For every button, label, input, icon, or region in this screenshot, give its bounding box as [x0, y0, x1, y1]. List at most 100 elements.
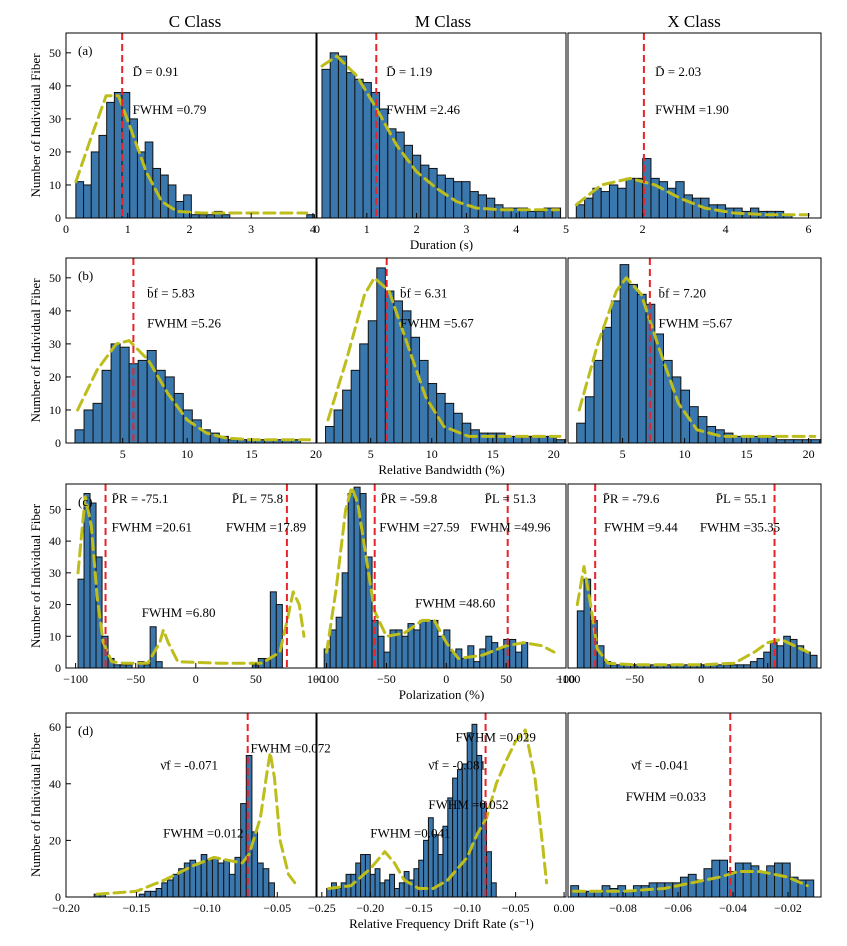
- histogram-bar: [766, 865, 776, 897]
- y-tick-label: 20: [49, 370, 61, 384]
- axes-frame: [567, 257, 822, 444]
- y-tick-label: 30: [49, 566, 61, 580]
- histogram-bar: [679, 876, 689, 897]
- panel-2-1: −100 −50 0 50 100 P̄R = -59.8 P̄L = 51.3 FWHM =…: [314, 483, 575, 702]
- histogram-bar: [756, 657, 765, 668]
- histogram-bar: [600, 191, 610, 218]
- fwhm-right-label: FWHM =0.072: [251, 741, 331, 756]
- histogram-bar: [490, 882, 497, 897]
- histogram-bar: [719, 859, 728, 897]
- x-tick-label: 50: [762, 672, 774, 686]
- histogram-bar: [535, 210, 545, 218]
- panel-0-2: 2 4 6 D̄ = 2.03 FWHM =1.90: [567, 32, 822, 236]
- x-tick-label: −0.10: [193, 901, 221, 915]
- fwhm-left-label: FWHM =0.012: [163, 826, 243, 841]
- histogram-bar: [418, 859, 425, 897]
- histogram-bar: [341, 572, 349, 668]
- histogram-bar: [410, 336, 421, 443]
- histogram-bar: [167, 184, 177, 218]
- fit-curve: [326, 276, 562, 438]
- histogram-bar: [428, 167, 438, 218]
- y-tick-label: 40: [49, 304, 61, 318]
- histogram-bar: [425, 619, 433, 668]
- histogram-bar: [182, 409, 193, 443]
- histogram-bar: [379, 882, 386, 897]
- histogram-bar: [419, 359, 429, 443]
- x-tick-label: 0.00: [554, 901, 575, 915]
- y-tick-label: 50: [49, 502, 61, 516]
- x-tick-label: 20: [548, 447, 560, 461]
- mean-label: ν̄f = -0.041: [631, 758, 689, 773]
- histogram-bar: [758, 871, 768, 897]
- histogram-bar: [335, 616, 343, 668]
- fwhm-label: FWHM =5.26: [147, 315, 221, 330]
- histogram-bar: [359, 493, 367, 668]
- histogram-bar: [608, 184, 619, 218]
- panel-2-0: −100 −50 0 50 100 0 10 20 30 40 50 (c) P̄R = -75.1 P̄…: [28, 483, 325, 686]
- y-tick-label: 50: [49, 271, 61, 285]
- mean-label: b̄f = 6.31: [400, 286, 447, 301]
- histogram-bar: [403, 871, 410, 897]
- histogram-bar: [75, 181, 85, 218]
- histogram-bar: [98, 134, 108, 218]
- histogram-bar: [619, 264, 630, 443]
- histogram-bar: [275, 604, 283, 668]
- mean-label: D̄ = 1.19: [386, 64, 432, 79]
- x-tick-label: 2: [640, 222, 646, 236]
- x-tick-label: −0.06: [664, 901, 692, 915]
- x-tick-label: −50: [126, 672, 145, 686]
- fwhm-l-label: FWHM =49.96: [470, 520, 551, 535]
- panel-label: (c): [78, 494, 92, 509]
- x-tick-label: 4: [513, 222, 519, 236]
- x-tick-label: −0.20: [52, 901, 80, 915]
- axes-frame: [567, 712, 822, 898]
- mean-label: ν̄f = -0.071: [160, 758, 218, 773]
- histogram-bar: [119, 346, 130, 443]
- histogram-bar: [398, 882, 405, 897]
- histogram-bar: [394, 888, 400, 897]
- axes-frame: [65, 32, 317, 219]
- histogram-bar: [494, 204, 504, 218]
- histogram-bar: [687, 873, 697, 897]
- panel-label: (a): [78, 43, 92, 58]
- histogram-bar: [734, 862, 744, 897]
- histogram-bar: [77, 578, 85, 668]
- histogram-bar: [803, 651, 811, 668]
- fwhm-r-label: FWHM =20.61: [112, 520, 192, 535]
- x-tick-label: 15: [246, 447, 258, 461]
- x-tick-label: −0.08: [609, 901, 637, 915]
- histogram-bar: [497, 648, 505, 668]
- mean-l-label: P̄L = 75.8: [232, 491, 283, 506]
- histogram-bar: [83, 409, 94, 443]
- histogram-bar: [354, 78, 364, 218]
- histogram-bar: [325, 425, 335, 443]
- fwhm-label: FWHM =2.46: [386, 102, 460, 117]
- mean-label: D̄ = 0.91: [133, 64, 179, 79]
- histogram-bar: [515, 651, 523, 668]
- histogram-bar: [683, 194, 693, 218]
- histogram-bar: [452, 777, 458, 897]
- histogram-bar: [469, 191, 479, 218]
- axes-frame: [65, 483, 317, 669]
- x-tick-label: 0: [698, 672, 704, 686]
- x-tick-label: 4: [723, 222, 729, 236]
- fwhm-left-label: FWHM =0.041: [370, 826, 450, 841]
- panel-3-1: −0.25 −0.20 −0.15 −0.10 −0.05 0.00 ν̄f = -0.08…: [308, 712, 575, 931]
- histogram-bar: [245, 754, 253, 897]
- histogram-bar: [369, 873, 376, 897]
- histogram-bar: [478, 432, 489, 443]
- x-tick-label: 15: [741, 447, 753, 461]
- histogram-bar: [521, 642, 529, 668]
- histogram-bar: [443, 629, 451, 668]
- y-tick-label: 30: [49, 337, 61, 351]
- x-tick-label: 5: [120, 447, 126, 461]
- fit-curve: [320, 54, 560, 212]
- fwhm-label: FWHM =5.67: [659, 315, 733, 330]
- histogram-bar: [437, 854, 444, 897]
- x-tick-label: 0: [443, 672, 449, 686]
- histogram-bar: [92, 402, 103, 443]
- x-tick-label: −0.15: [123, 901, 151, 915]
- histogram-bar: [342, 389, 352, 443]
- histogram-bar: [461, 181, 471, 218]
